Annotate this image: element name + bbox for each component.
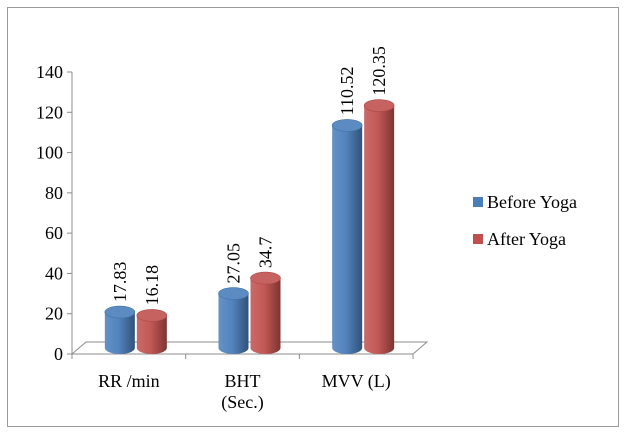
y-tick-label: 100 <box>36 143 63 163</box>
y-tick-label: 140 <box>36 62 63 82</box>
bar-before-yoga <box>218 293 249 354</box>
data-label: 17.83 <box>110 262 130 303</box>
bar-after-yoga <box>136 315 167 354</box>
y-tick-label: 80 <box>45 183 63 203</box>
chart-frame <box>7 7 619 427</box>
bar-top <box>104 305 136 319</box>
bar-top <box>363 99 395 112</box>
x-category-label: RR /min <box>98 371 160 391</box>
x-category-label: BHT <box>225 371 261 391</box>
legend-swatch <box>473 197 483 207</box>
data-label: 16.18 <box>142 265 162 306</box>
legend-label: After Yoga <box>487 229 566 249</box>
y-tick-label: 60 <box>45 223 63 243</box>
data-label: 34.7 <box>256 237 276 269</box>
bar-after-yoga <box>364 105 395 354</box>
bar-top <box>218 287 249 300</box>
data-label: 120.35 <box>369 46 389 96</box>
legend-swatch <box>473 234 483 244</box>
y-tick-label: 120 <box>36 102 63 122</box>
bar-top <box>136 309 168 322</box>
bar-top <box>250 271 281 285</box>
y-tick-label: 20 <box>45 304 63 324</box>
bar-before-yoga <box>104 312 135 354</box>
data-label: 27.05 <box>224 243 244 284</box>
x-category-label: (Sec.) <box>221 392 263 413</box>
y-tick-label: 40 <box>45 263 63 283</box>
bar-before-yoga <box>332 125 363 355</box>
bar-top <box>331 119 363 132</box>
y-tick-label: 0 <box>54 344 63 364</box>
data-label: 110.52 <box>337 67 357 116</box>
x-category-label: MVV (L) <box>322 371 391 392</box>
legend-label: Before Yoga <box>487 192 577 212</box>
bar-after-yoga <box>250 278 281 354</box>
